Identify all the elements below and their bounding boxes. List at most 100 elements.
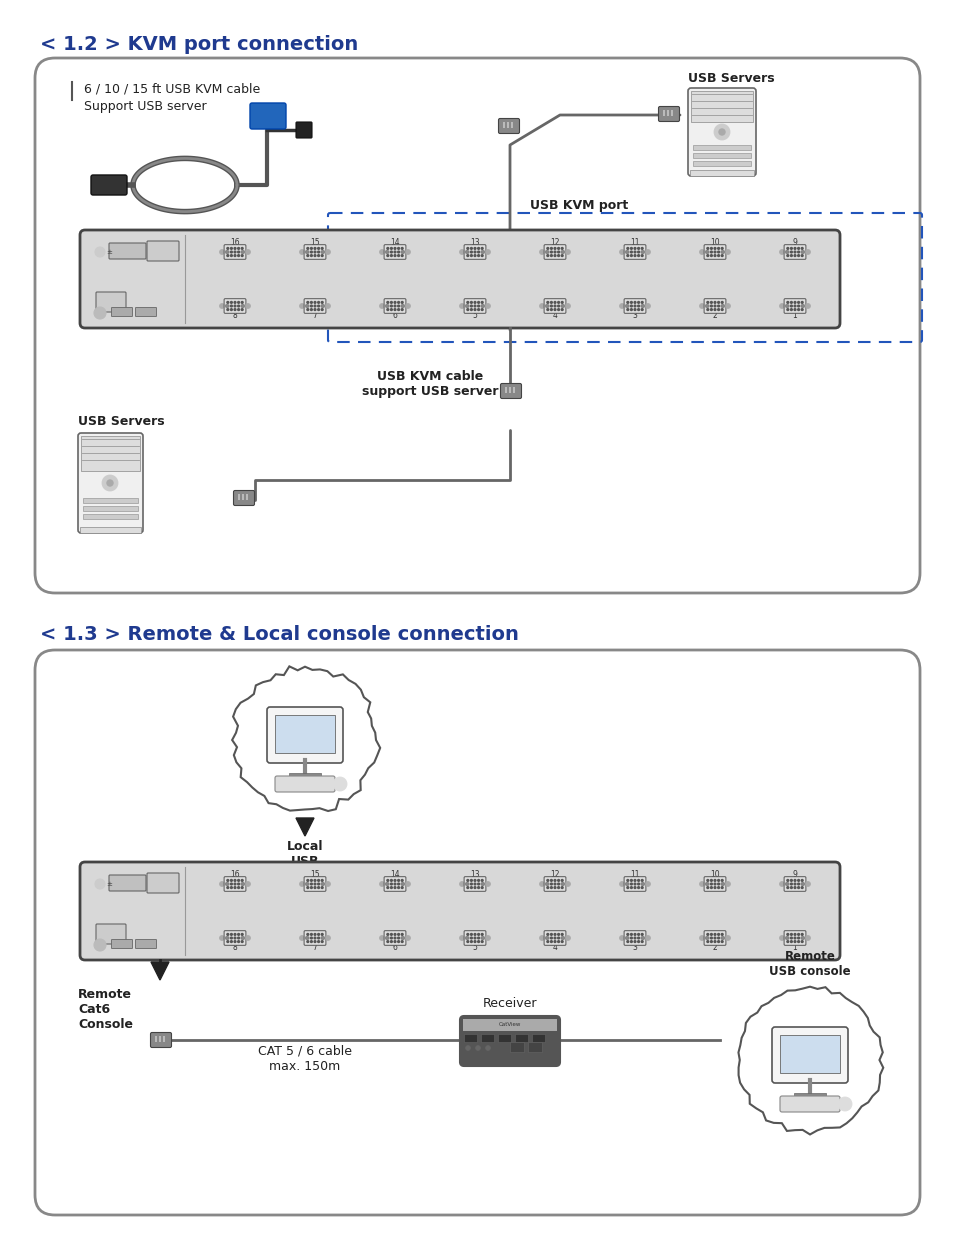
Circle shape — [720, 255, 722, 256]
Circle shape — [481, 255, 482, 256]
Circle shape — [241, 937, 244, 940]
Circle shape — [786, 308, 788, 311]
Text: Remote
Cat6
Console: Remote Cat6 Console — [78, 988, 132, 1031]
Circle shape — [387, 879, 388, 882]
Circle shape — [466, 883, 468, 885]
Circle shape — [405, 303, 410, 308]
Circle shape — [314, 887, 315, 889]
Circle shape — [720, 308, 722, 311]
Circle shape — [390, 933, 392, 936]
Circle shape — [626, 937, 628, 938]
Circle shape — [237, 252, 239, 253]
Circle shape — [237, 883, 239, 885]
Circle shape — [233, 302, 235, 303]
Circle shape — [241, 305, 243, 307]
Circle shape — [390, 308, 392, 311]
Circle shape — [317, 252, 319, 253]
Text: 9: 9 — [792, 870, 797, 879]
Circle shape — [241, 308, 243, 311]
Circle shape — [630, 305, 632, 307]
Circle shape — [387, 302, 388, 303]
Text: 12: 12 — [550, 238, 559, 247]
Circle shape — [465, 1046, 470, 1051]
Circle shape — [307, 887, 309, 889]
Circle shape — [801, 879, 802, 882]
Circle shape — [394, 252, 395, 253]
Circle shape — [565, 303, 570, 308]
Circle shape — [474, 937, 476, 938]
Bar — [662, 110, 664, 116]
Circle shape — [387, 308, 388, 311]
Circle shape — [790, 941, 792, 942]
Circle shape — [560, 933, 562, 936]
FancyBboxPatch shape — [135, 307, 156, 317]
Circle shape — [321, 305, 323, 307]
Bar — [242, 494, 244, 501]
Circle shape — [717, 308, 719, 311]
Circle shape — [720, 248, 722, 249]
Circle shape — [640, 255, 642, 256]
Circle shape — [801, 883, 802, 885]
Circle shape — [560, 879, 562, 882]
FancyBboxPatch shape — [384, 931, 405, 946]
Circle shape — [317, 879, 319, 882]
Circle shape — [545, 250, 548, 253]
Circle shape — [401, 255, 403, 256]
Circle shape — [474, 248, 476, 249]
Circle shape — [231, 308, 233, 311]
Circle shape — [245, 936, 251, 941]
Circle shape — [790, 937, 792, 938]
Circle shape — [237, 933, 239, 936]
Circle shape — [630, 255, 632, 256]
Circle shape — [710, 248, 712, 249]
Circle shape — [550, 305, 552, 307]
Circle shape — [305, 937, 308, 940]
Circle shape — [231, 887, 233, 889]
Circle shape — [797, 248, 799, 249]
Circle shape — [790, 252, 792, 253]
Circle shape — [481, 933, 482, 936]
Circle shape — [485, 882, 490, 887]
Circle shape — [710, 887, 712, 889]
Circle shape — [241, 879, 243, 882]
Circle shape — [706, 933, 708, 936]
Circle shape — [554, 941, 556, 942]
Circle shape — [405, 249, 410, 254]
Circle shape — [387, 937, 388, 938]
Circle shape — [720, 887, 722, 889]
Circle shape — [645, 303, 650, 308]
Circle shape — [706, 305, 708, 307]
FancyBboxPatch shape — [384, 877, 405, 891]
Circle shape — [481, 302, 482, 303]
Circle shape — [786, 941, 788, 942]
Circle shape — [720, 937, 722, 938]
Bar — [513, 387, 515, 393]
Circle shape — [477, 941, 479, 942]
Circle shape — [539, 882, 544, 887]
Circle shape — [219, 882, 224, 887]
Circle shape — [790, 883, 792, 885]
Circle shape — [626, 941, 628, 942]
Circle shape — [790, 308, 792, 311]
Circle shape — [640, 933, 642, 936]
Circle shape — [699, 882, 703, 887]
Circle shape — [779, 936, 783, 941]
Circle shape — [554, 933, 556, 936]
Circle shape — [231, 941, 233, 942]
Text: 6: 6 — [392, 311, 397, 321]
Circle shape — [554, 883, 556, 885]
Circle shape — [241, 305, 244, 307]
Circle shape — [634, 248, 636, 249]
Circle shape — [706, 883, 708, 885]
Circle shape — [546, 879, 548, 882]
Circle shape — [634, 941, 636, 942]
Text: Remote
USB console: Remote USB console — [768, 949, 850, 978]
Circle shape — [310, 933, 312, 936]
Text: 12: 12 — [550, 870, 559, 879]
Circle shape — [387, 941, 388, 942]
Circle shape — [801, 883, 803, 885]
Circle shape — [310, 248, 312, 249]
Circle shape — [325, 303, 330, 308]
Circle shape — [225, 305, 228, 307]
Circle shape — [233, 252, 235, 253]
